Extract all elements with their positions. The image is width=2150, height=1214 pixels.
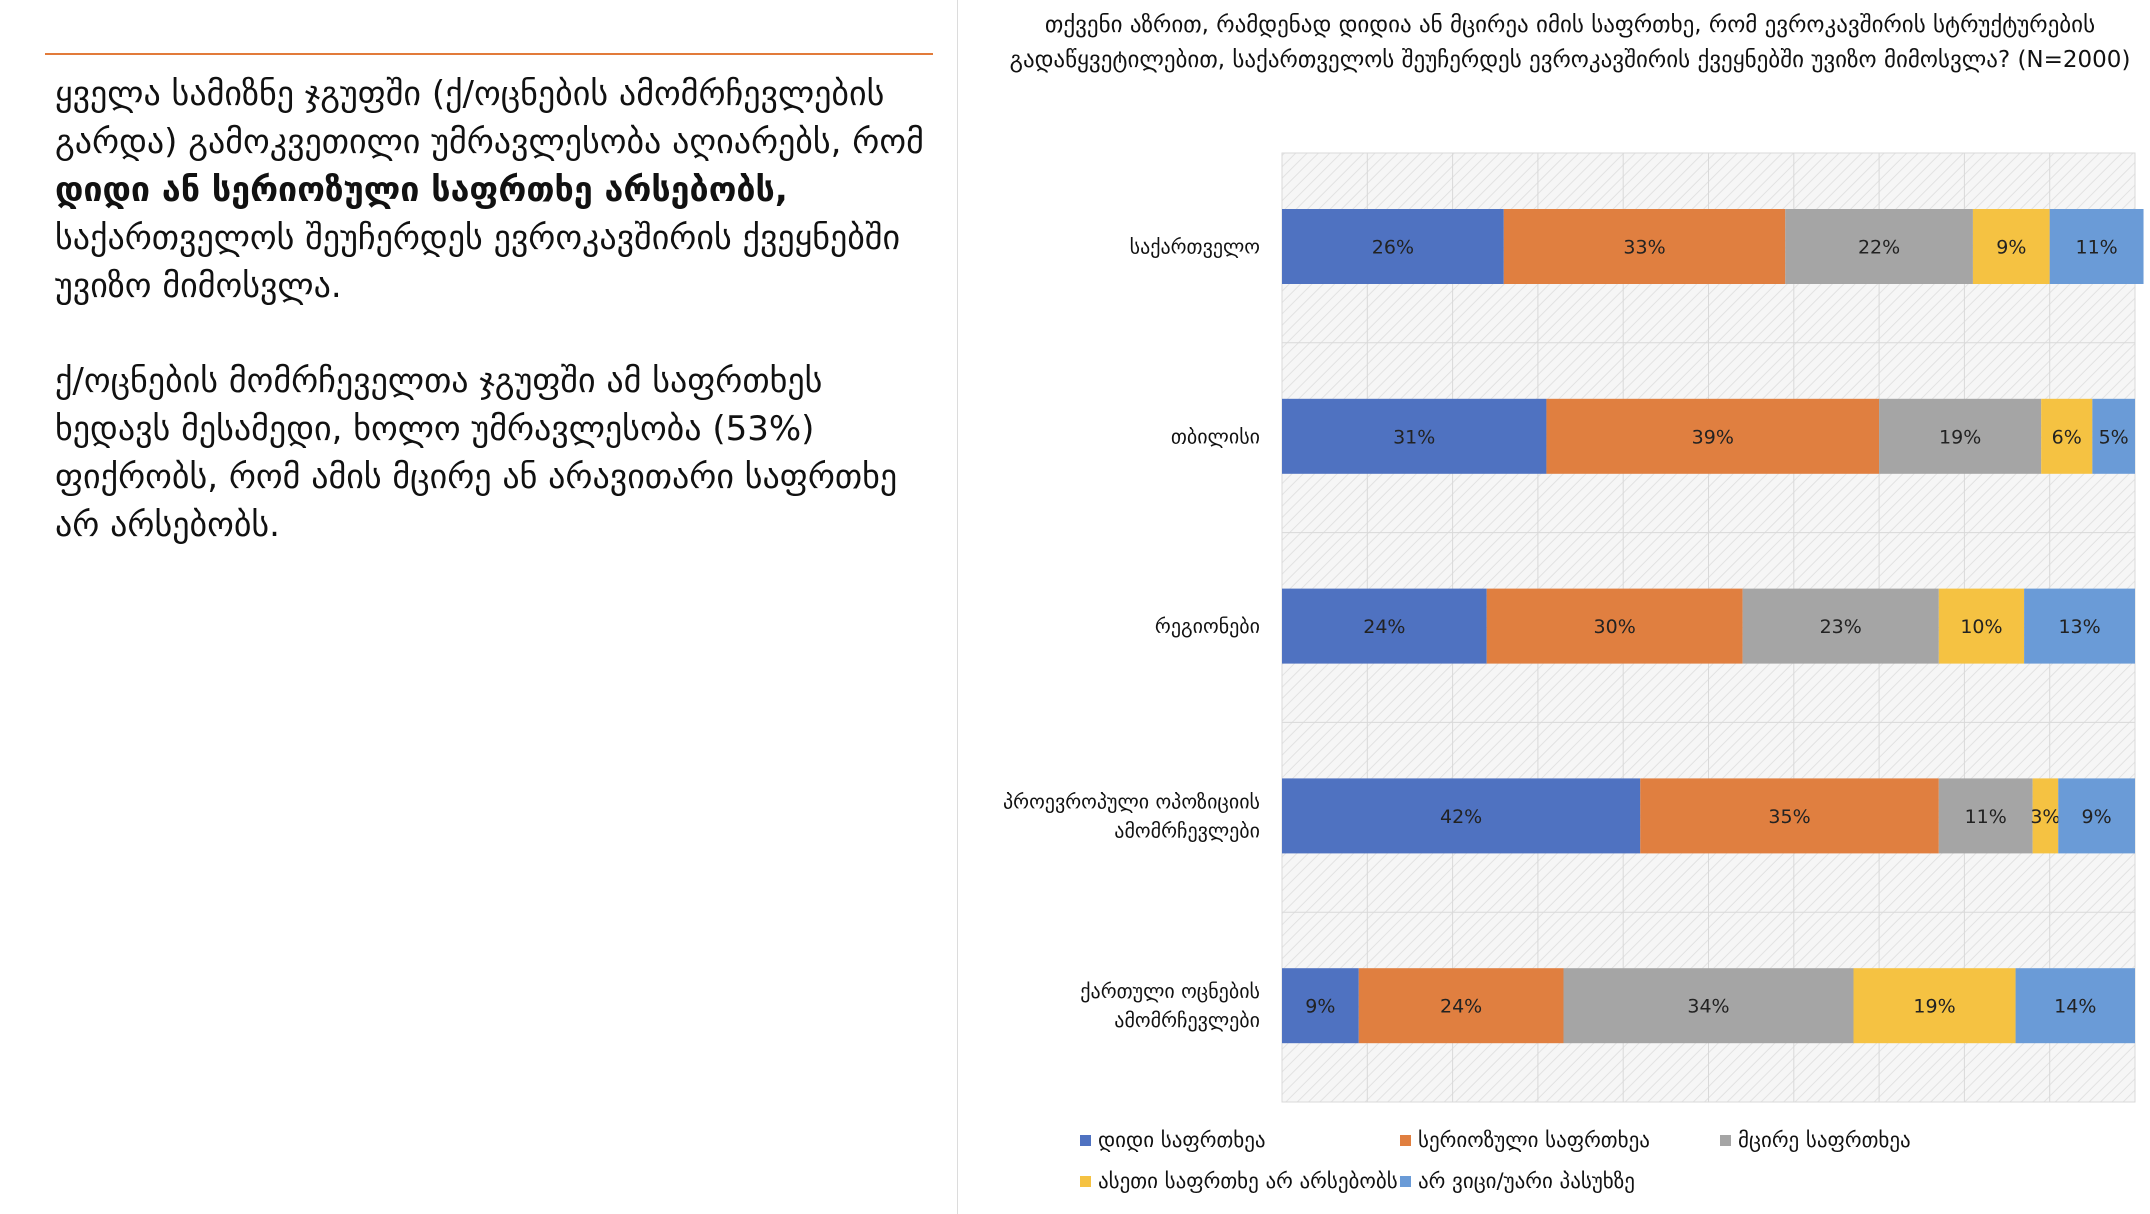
legend-item: დიდი საფრთხეა [1080, 1128, 1266, 1152]
bar-segment [2015, 968, 2135, 1044]
legend-label: დიდი საფრთხეა [1098, 1128, 1266, 1152]
bar-segment [2041, 398, 2093, 474]
left-panel: ყველა სამიზნე ჯგუფში (ქ/ოცნების ამომრჩევ… [0, 0, 958, 1214]
category-label: ქართული ოცნების [1080, 979, 1260, 1003]
bar-segment [1972, 209, 2050, 284]
data-label: 33% [1623, 237, 1665, 259]
data-label: 10% [1960, 616, 2002, 638]
legend-label: არ ვიცი/უარი პასუხზე [1418, 1169, 1635, 1193]
category-label: რეგიონები [1155, 614, 1260, 638]
bar-segment [2024, 588, 2135, 664]
bar-segment [1879, 398, 2042, 474]
bar-segment [1282, 588, 1487, 664]
data-label: 11% [2075, 237, 2117, 259]
legend-swatch [1400, 1175, 1411, 1187]
paragraph-1-bold: დიდი ან სერიოზული საფრთხე არსებობს, [55, 170, 788, 210]
data-label: 5% [2099, 426, 2129, 448]
bar-segment [1938, 778, 2033, 854]
data-label: 24% [1363, 616, 1405, 638]
bar-segment [1503, 209, 1786, 284]
panel-divider [957, 0, 958, 1214]
data-label: 34% [1687, 996, 1729, 1018]
data-label: 9% [1996, 237, 2026, 259]
bar-segment [1358, 968, 1564, 1044]
bar-segment [1853, 968, 2016, 1044]
category-label: პროევროპული ოპოზიციის [1003, 789, 1260, 813]
bar-segment [1785, 209, 1973, 284]
bar-segment [1282, 968, 1359, 1044]
legend-swatch [1720, 1134, 1731, 1146]
bar-segment [1282, 209, 1504, 284]
bar-segment [1282, 398, 1547, 474]
legend-item: მცირე საფრთხეა [1720, 1128, 1911, 1152]
legend-item: არ ვიცი/უარი პასუხზე [1400, 1169, 1635, 1193]
bar-segment [1742, 588, 1939, 664]
data-label: 24% [1440, 996, 1482, 1018]
bar-segment [2092, 398, 2135, 474]
legend-swatch [1080, 1175, 1091, 1187]
data-label: 14% [2054, 996, 2096, 1018]
bar-segment [2049, 209, 2144, 284]
bar-segment [2032, 778, 2059, 854]
data-label: 19% [1939, 426, 1981, 448]
data-label: 23% [1820, 616, 1862, 638]
data-label: 13% [2058, 616, 2100, 638]
legend-item: ასეთი საფრთხე არ არსებობს [1080, 1169, 1398, 1193]
data-label: 3% [2030, 806, 2060, 828]
data-label: 11% [1965, 806, 2007, 828]
data-label: 6% [2052, 426, 2082, 448]
legend-label: სერიოზული საფრთხეა [1418, 1128, 1650, 1152]
data-label: 26% [1372, 237, 1414, 259]
category-label: ამომრჩევლები [1114, 818, 1260, 842]
text-block: ყველა სამიზნე ჯგუფში (ქ/ოცნების ამომრჩევ… [55, 70, 935, 596]
bar-segment [1282, 778, 1641, 854]
data-label: 35% [1768, 806, 1810, 828]
bar-segment [1640, 778, 1939, 854]
data-label: 39% [1692, 426, 1734, 448]
bar-segment [1938, 588, 2025, 664]
data-label: 30% [1594, 616, 1636, 638]
category-label: საქართველო [1130, 235, 1260, 259]
category-label: თბილისი [1171, 424, 1260, 448]
bar-segment [2058, 778, 2135, 854]
legend-label: მცირე საფრთხეა [1738, 1128, 1911, 1152]
paragraph-1-part-2: საქართველოს შეუჩერდეს ევროკავშირის ქვეყნ… [55, 218, 901, 306]
category-label: ამომრჩევლები [1114, 1008, 1260, 1032]
paragraph-1-part-1: ყველა სამიზნე ჯგუფში (ქ/ოცნების ამომრჩევ… [55, 74, 924, 162]
chart-title: თქვენი აზრით, რამდენად დიდია ან მცირეა ი… [1009, 12, 2131, 73]
paragraph-1: ყველა სამიზნე ჯგუფში (ქ/ოცნების ამომრჩევ… [55, 70, 935, 310]
data-label: 9% [2082, 806, 2112, 828]
data-label: 19% [1913, 996, 1955, 1018]
legend-swatch [1400, 1134, 1411, 1146]
bar-segment [1486, 588, 1743, 664]
bar-segment [1563, 968, 1854, 1044]
legend-swatch [1080, 1134, 1091, 1146]
legend-label: ასეთი საფრთხე არ არსებობს [1098, 1169, 1398, 1193]
data-label: 22% [1858, 237, 1900, 259]
paragraph-2: ქ/ოცნების მომრჩეველთა ჯგუფში ამ საფრთხეს… [55, 361, 898, 545]
accent-line [45, 53, 933, 55]
data-label: 31% [1393, 426, 1435, 448]
legend-item: სერიოზული საფრთხეა [1400, 1128, 1650, 1152]
data-label: 9% [1305, 996, 1335, 1018]
bar-segment [1546, 398, 1880, 474]
data-label: 42% [1440, 806, 1482, 828]
